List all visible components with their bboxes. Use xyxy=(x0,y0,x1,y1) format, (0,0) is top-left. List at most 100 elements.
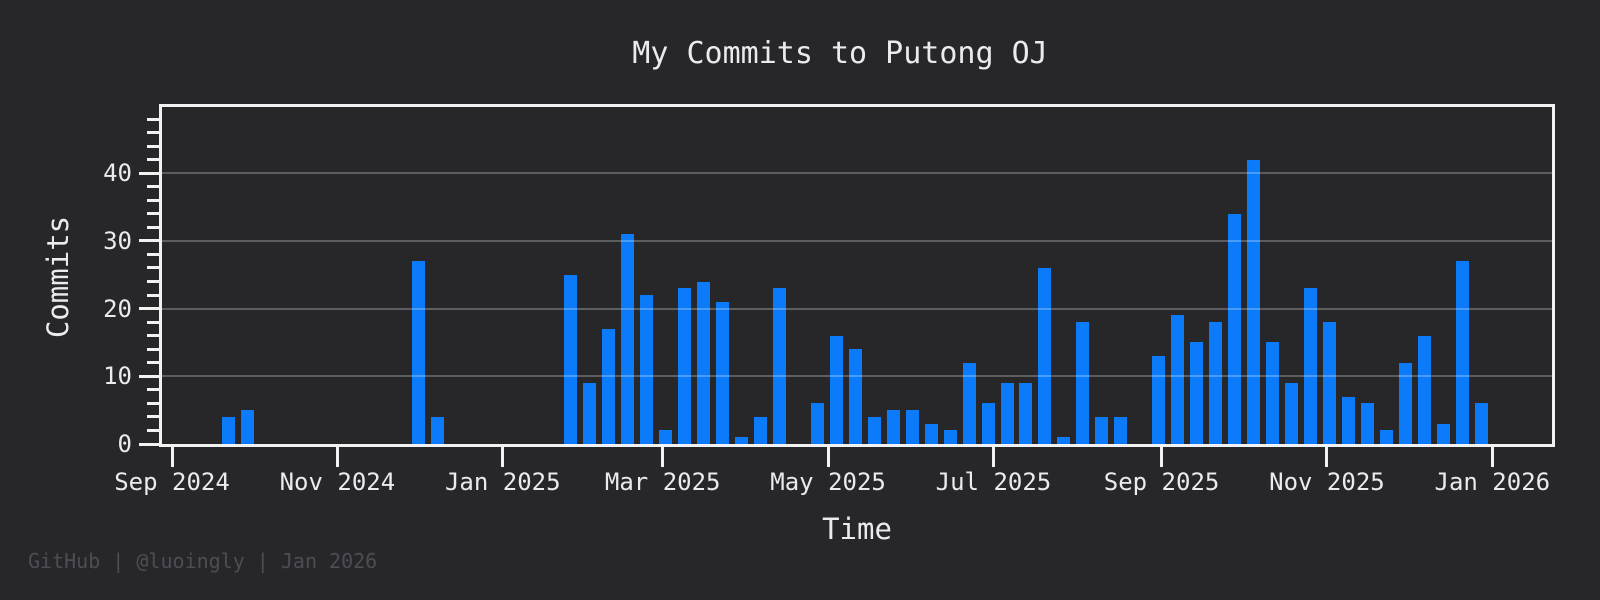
bar xyxy=(1285,383,1299,444)
bar xyxy=(1209,322,1223,444)
x-axis-tick xyxy=(826,447,830,467)
y-axis-minor-tick xyxy=(147,131,159,135)
bar xyxy=(658,430,672,444)
y-axis-major-tick xyxy=(139,307,159,311)
gridline xyxy=(162,172,1553,175)
bar xyxy=(1455,261,1469,444)
bar xyxy=(1437,424,1450,444)
y-axis-minor-tick xyxy=(147,212,159,216)
x-axis-tick xyxy=(335,447,339,467)
x-axis-tick-label: Nov 2024 xyxy=(279,468,396,496)
y-axis-major-tick xyxy=(139,171,159,175)
bar xyxy=(943,430,957,444)
y-axis-minor-tick xyxy=(147,280,159,284)
y-axis-minor-tick xyxy=(147,252,159,256)
x-axis-tick-label: Jan 2025 xyxy=(444,468,561,496)
y-axis-minor-tick xyxy=(147,117,159,121)
x-axis-tick xyxy=(1325,447,1329,467)
bar xyxy=(222,417,236,444)
y-axis-minor-tick xyxy=(147,266,159,270)
y-axis-minor-tick xyxy=(147,388,159,392)
y-axis-major-tick xyxy=(139,239,159,243)
bar xyxy=(412,261,426,444)
bar xyxy=(601,329,615,444)
bar xyxy=(905,410,919,444)
y-axis-minor-tick xyxy=(147,198,159,202)
bar xyxy=(848,349,862,444)
bar xyxy=(829,336,843,444)
y-axis-minor-tick xyxy=(147,185,159,189)
bar xyxy=(886,410,900,444)
bar xyxy=(962,363,976,444)
bar xyxy=(981,403,995,444)
x-axis-tick xyxy=(991,447,995,467)
y-axis-minor-tick xyxy=(147,225,159,229)
y-axis-tick-label: 30 xyxy=(103,226,132,255)
bar xyxy=(639,295,653,444)
bar xyxy=(431,417,445,444)
bar xyxy=(1019,383,1033,444)
bar xyxy=(753,417,767,444)
x-axis-tick xyxy=(1490,447,1494,467)
y-axis-minor-tick xyxy=(147,293,159,297)
y-axis-minor-tick xyxy=(147,361,159,365)
bar xyxy=(583,383,596,444)
bar xyxy=(715,302,729,444)
y-axis-minor-tick xyxy=(147,428,159,432)
bar xyxy=(734,437,748,444)
bar xyxy=(1114,417,1128,444)
bar xyxy=(867,417,881,444)
bar xyxy=(1266,342,1280,444)
y-axis-tick-label: 0 xyxy=(117,430,132,458)
x-axis-tick xyxy=(1160,447,1164,467)
x-axis-tick xyxy=(661,447,665,467)
x-axis-tick-label: May 2025 xyxy=(770,468,886,496)
y-axis-minor-tick xyxy=(147,415,159,419)
bar xyxy=(1190,342,1204,444)
bar xyxy=(1095,417,1109,444)
y-axis-minor-tick xyxy=(147,347,159,351)
bar xyxy=(1152,356,1166,444)
footer-credit: GitHub | @luoingly | Jan 2026 xyxy=(28,549,378,573)
y-axis-minor-tick xyxy=(147,320,159,324)
y-axis-minor-tick xyxy=(147,401,159,405)
x-axis-tick xyxy=(501,447,505,467)
x-axis-tick xyxy=(170,447,174,467)
bar xyxy=(1418,336,1432,444)
gridline xyxy=(162,375,1553,378)
bar xyxy=(924,424,938,444)
bar xyxy=(1171,315,1185,444)
bar xyxy=(241,410,255,444)
bar xyxy=(1038,268,1052,444)
x-axis-tick-label: Mar 2025 xyxy=(604,468,721,496)
bar xyxy=(620,234,634,444)
y-axis-minor-tick xyxy=(147,334,159,338)
bar xyxy=(1304,288,1318,444)
bar xyxy=(772,288,786,444)
gridline xyxy=(162,307,1553,310)
y-axis-tick-label: 20 xyxy=(103,294,132,323)
y-axis-major-tick xyxy=(139,442,159,446)
y-axis-minor-tick xyxy=(147,144,159,148)
bar xyxy=(677,288,691,444)
y-axis-tick-label: 10 xyxy=(103,362,132,391)
y-axis-tick-label: 40 xyxy=(103,159,132,188)
x-axis-tick-label: Jul 2025 xyxy=(935,468,1052,496)
bar xyxy=(810,403,824,444)
x-axis-tick-label: Sep 2025 xyxy=(1103,468,1220,496)
bar xyxy=(1323,322,1337,444)
bar xyxy=(1057,437,1071,444)
bar xyxy=(1361,403,1375,444)
bar xyxy=(1000,383,1014,444)
y-axis-minor-tick xyxy=(147,158,159,162)
bar xyxy=(1474,403,1488,444)
bar xyxy=(564,275,578,444)
x-axis-tick-label: Nov 2025 xyxy=(1269,468,1385,496)
x-axis-label: Time xyxy=(822,512,892,546)
chart-title: My Commits to Putong OJ xyxy=(632,36,1048,71)
y-axis-major-tick xyxy=(139,374,159,378)
bar xyxy=(1399,363,1413,444)
gridline xyxy=(162,239,1553,242)
bar xyxy=(1342,397,1356,444)
x-axis-tick-label: Jan 2026 xyxy=(1434,468,1551,496)
